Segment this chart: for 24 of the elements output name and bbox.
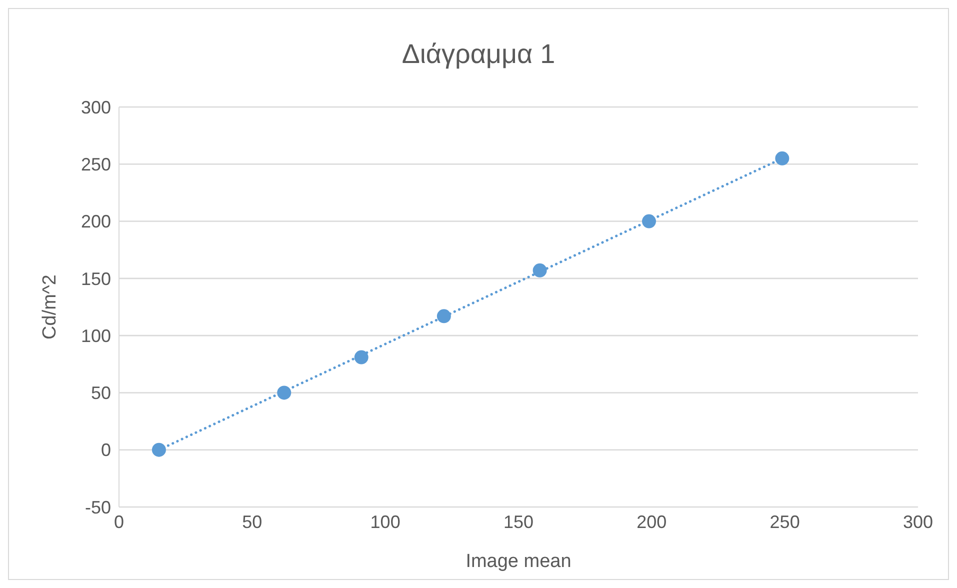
y-tick-label: 250	[80, 154, 111, 175]
chart-title: Διάγραμμα 1	[400, 39, 556, 70]
point	[532, 263, 547, 278]
y-axis-title: Cd/m^2	[40, 274, 61, 340]
y-tick-label: 100	[80, 326, 111, 346]
x-tick-label: 250	[770, 512, 800, 532]
x-tick-label: 150	[503, 512, 534, 532]
x-tick-label: 100	[370, 512, 400, 532]
y-tick-label: 300	[80, 97, 111, 118]
point	[152, 442, 166, 457]
point	[436, 309, 451, 324]
point	[354, 350, 368, 364]
y-tick-label: 200	[80, 212, 111, 232]
x-axis-title: Image mean	[466, 551, 572, 572]
x-tick-label: 50	[242, 512, 262, 532]
y-tick-label: 150	[80, 268, 111, 289]
x-tick-label: 300	[902, 512, 934, 532]
point	[642, 214, 656, 228]
x-tick-label: 200	[636, 512, 667, 532]
x-tick-label: 0	[114, 512, 124, 532]
point	[775, 151, 790, 166]
y-tick-label: 0	[100, 440, 111, 460]
y-tick-label: -50	[84, 497, 111, 518]
y-tick-label: 50	[90, 383, 111, 404]
